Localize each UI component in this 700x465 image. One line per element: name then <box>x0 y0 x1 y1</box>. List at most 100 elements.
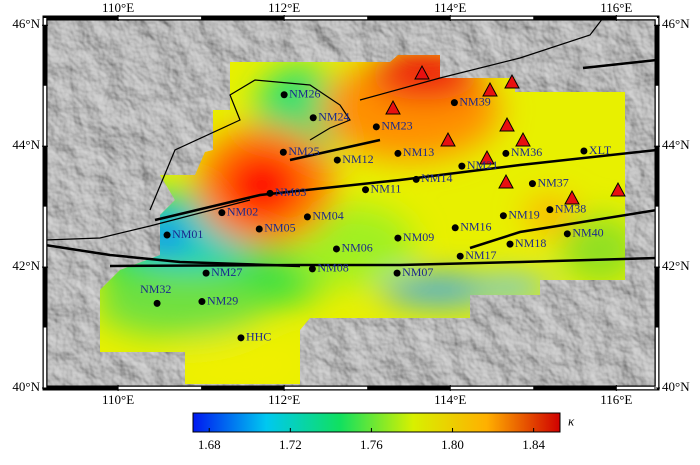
station-label: NM25 <box>288 144 319 158</box>
station-label: NM12 <box>342 152 373 166</box>
station <box>202 269 210 277</box>
station-label: NM19 <box>508 207 539 221</box>
station-label: NM39 <box>459 94 490 108</box>
station <box>309 114 317 122</box>
station <box>393 269 401 277</box>
station <box>308 265 316 273</box>
x-tick-label: 110°E <box>102 0 134 15</box>
volcano <box>610 181 626 197</box>
station-label: NM05 <box>264 221 295 235</box>
station <box>458 162 466 170</box>
y-tick-label: 46°N <box>662 16 690 31</box>
station <box>528 180 536 188</box>
station-label: NM16 <box>460 220 491 234</box>
station-label: HHC <box>246 330 271 344</box>
station <box>279 148 287 156</box>
faults <box>45 18 657 268</box>
station-label: NM03 <box>275 185 306 199</box>
station-label: NM09 <box>403 230 434 244</box>
station-label: NM14 <box>421 171 452 185</box>
colorbar-label: κ <box>568 413 575 428</box>
station <box>218 209 226 217</box>
station-label: NM38 <box>555 201 586 215</box>
station <box>372 123 380 131</box>
station <box>450 99 458 107</box>
x-tick-label: 114°E <box>434 392 466 407</box>
colorbar-tick-label: 1.80 <box>441 437 464 452</box>
station-label: NM23 <box>381 119 412 133</box>
station <box>563 230 571 238</box>
station-label: NM06 <box>341 241 372 255</box>
station <box>280 91 288 99</box>
station-label: NM01 <box>172 227 203 241</box>
station-label: NM21 <box>467 158 498 172</box>
station <box>499 212 507 220</box>
station-label: NM29 <box>207 293 238 307</box>
station <box>506 240 514 248</box>
ticks: 110°E 110°E 112°E 112°E 114°E 114°E 116°E 116°E… <box>12 0 690 407</box>
x-tick-label: 116°E <box>600 0 632 15</box>
station <box>580 147 588 155</box>
station <box>266 189 274 197</box>
x-tick-label: 112°E <box>268 392 300 407</box>
station-label: NM08 <box>317 261 348 275</box>
x-tick-label: 112°E <box>268 0 300 15</box>
y-tick-label: 44°N <box>662 137 690 152</box>
station-label: NM24 <box>318 110 349 124</box>
station <box>255 225 263 233</box>
volcano <box>498 173 514 189</box>
station <box>163 231 171 239</box>
station <box>502 149 510 157</box>
y-tick-label: 44°N <box>12 137 40 152</box>
station-label: NM13 <box>403 145 434 159</box>
map-area: NM26 NM24 NM23 NM39 NM25 NM12 NM13 NM21 NM36 XLT N… <box>45 18 657 388</box>
x-tick-label: 110°E <box>102 392 134 407</box>
y-tick-label: 46°N <box>12 16 40 31</box>
station-label: NM32 <box>140 282 171 296</box>
station <box>237 334 245 342</box>
y-tick-label: 42°N <box>12 258 40 273</box>
volcano <box>482 81 498 97</box>
colorbar-tick-label: 1.72 <box>279 437 302 452</box>
station-label: NM02 <box>227 204 258 218</box>
station-label: NM36 <box>511 145 542 159</box>
station-label: NM07 <box>402 265 433 279</box>
volcano <box>440 131 456 147</box>
stations: NM26 NM24 NM23 NM39 NM25 NM12 NM13 NM21 NM36 XLT N… <box>140 87 612 344</box>
station <box>198 298 206 306</box>
volcano <box>564 189 580 205</box>
station <box>451 224 459 232</box>
station <box>153 299 161 307</box>
y-tick-label: 40°N <box>662 379 690 394</box>
volcano <box>504 73 520 89</box>
volcanoes <box>385 64 626 205</box>
station-label: NM04 <box>312 209 343 223</box>
station <box>394 234 402 242</box>
station-label: NM11 <box>371 181 402 195</box>
volcano <box>414 64 430 80</box>
station <box>546 206 554 214</box>
station-label: NM18 <box>515 236 546 250</box>
colorbar-ramp <box>192 412 561 433</box>
station <box>303 213 311 221</box>
volcano <box>479 149 495 165</box>
colorbar-tick-label: 1.76 <box>360 437 383 452</box>
y-tick-label: 42°N <box>662 258 690 273</box>
station <box>456 252 464 260</box>
volcano <box>515 131 531 147</box>
volcano <box>385 99 401 115</box>
y-tick-label: 40°N <box>12 379 40 394</box>
colorbar-tick-label: 1.84 <box>522 437 545 452</box>
colorbar-tick-label: 1.68 <box>198 437 221 452</box>
station-label: XLT <box>589 143 612 157</box>
x-tick-label: 116°E <box>600 392 632 407</box>
station <box>332 245 340 253</box>
station-label: NM26 <box>289 87 320 101</box>
station-label: NM37 <box>537 175 568 189</box>
station-label: NM17 <box>465 248 496 262</box>
frame <box>42 15 660 391</box>
station-label: NM27 <box>211 265 242 279</box>
station <box>333 156 341 164</box>
volcano <box>499 116 515 132</box>
